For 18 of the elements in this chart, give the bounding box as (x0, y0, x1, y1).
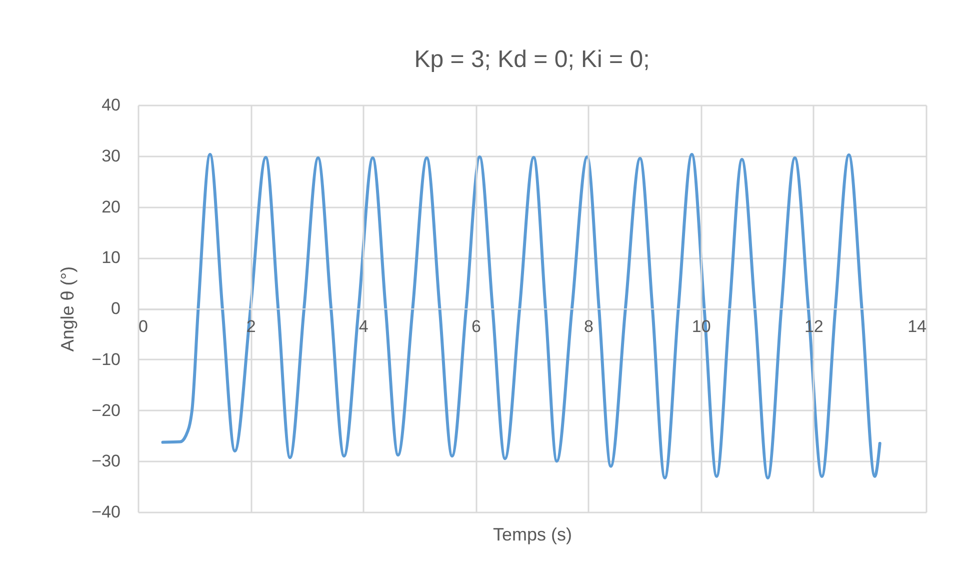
y-tick-label: 10 (102, 248, 120, 268)
y-tick-label: 40 (102, 96, 120, 114)
line-series (161, 152, 882, 480)
y-tick-label: 30 (102, 146, 120, 166)
y-tick-label: −10 (92, 350, 120, 369)
y-tick-label: −40 (92, 502, 120, 522)
chart-title: Kp = 3; Kd = 0; Ki = 0; (414, 46, 650, 73)
x-tick-label: 4 (358, 317, 368, 336)
x-axis-title: Temps (s) (492, 524, 572, 544)
y-axis-title: Angle θ (°) (58, 266, 78, 352)
x-tick-label: 8 (584, 317, 594, 336)
y-tick-label: 20 (102, 197, 120, 216)
y-tick-label: −30 (92, 452, 120, 471)
x-tick-label: 0 (138, 317, 148, 336)
x-tick-label: 6 (471, 317, 481, 336)
y-tick-label: 0 (111, 299, 120, 318)
y-tick-label: −20 (92, 400, 120, 420)
x-tick-label: 14 (908, 317, 926, 336)
